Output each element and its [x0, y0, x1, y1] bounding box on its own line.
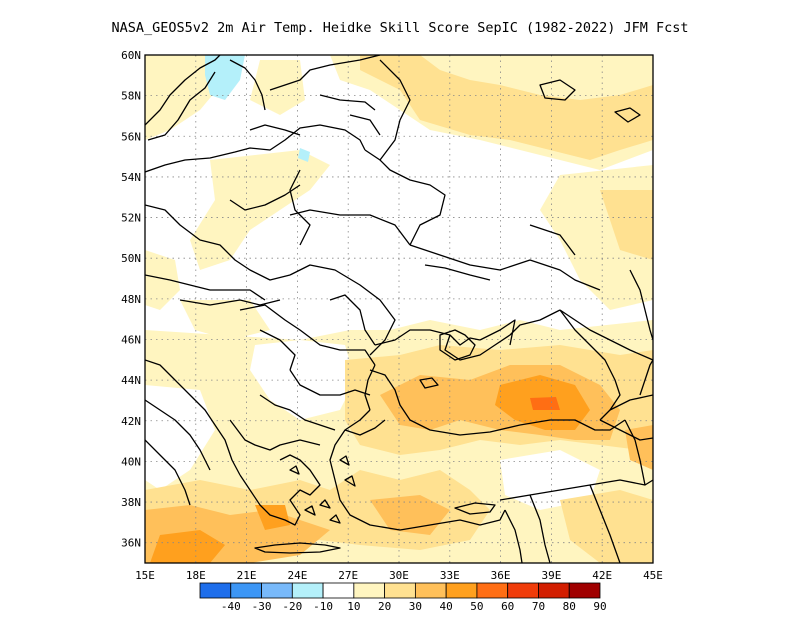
colorbar-label: 90: [593, 600, 606, 613]
colorbar-swatch: [291, 582, 324, 599]
colorbar-swatch: [230, 582, 262, 599]
colorbar-swatch: [476, 582, 509, 599]
lat-label: 40N: [121, 455, 141, 468]
shading-50-60: [530, 397, 560, 410]
colorbar-label: 70: [532, 600, 545, 613]
lat-label: 44N: [121, 374, 141, 387]
lat-label: 38N: [121, 496, 141, 509]
lat-label: 56N: [121, 130, 141, 143]
colorbar-swatch: [199, 582, 232, 599]
lat-label: 60N: [121, 49, 141, 62]
lon-label: 39E: [541, 569, 561, 582]
colorbar-label: -20: [282, 600, 302, 613]
lon-label: 15E: [135, 569, 155, 582]
lon-label: 24E: [287, 569, 307, 582]
colorbar-label: 50: [470, 600, 483, 613]
colorbar-label: -40: [221, 600, 241, 613]
colorbar-swatch: [353, 582, 386, 599]
lon-label: 36E: [491, 569, 511, 582]
colorbar-label: 30: [409, 600, 422, 613]
colorbar-label: -10: [313, 600, 333, 613]
lon-label: 27E: [338, 569, 358, 582]
lon-label: 42E: [592, 569, 612, 582]
lat-label: 42N: [121, 415, 141, 428]
colorbar-swatch: [384, 582, 416, 599]
lat-label: 36N: [121, 537, 141, 550]
colorbar-label: 10: [347, 600, 360, 613]
colorbar-swatch: [445, 582, 478, 599]
map-title: NASA_GEOS5v2 2m Air Temp. Heidke Skill S…: [111, 20, 689, 36]
colorbar-label: 40: [440, 600, 453, 613]
colorbar-swatch: [507, 582, 539, 599]
borders-coastlines: [145, 55, 653, 563]
colorbar-labels: -40 -30 -20 -10 10 20 30 40 50 60 70 80 90: [221, 600, 607, 613]
colorbar-swatch: [568, 582, 601, 599]
colorbar-swatch: [538, 582, 570, 599]
colorbar-label: 80: [563, 600, 576, 613]
lon-label: 33E: [440, 569, 460, 582]
colorbar-label: 60: [501, 600, 514, 613]
lon-label: 30E: [389, 569, 409, 582]
colorbar-swatch: [261, 582, 293, 599]
longitude-labels: 15E 18E 21E 24E 27E 30E 33E 36E 39E 42E 45E: [135, 569, 663, 582]
lon-label: 18E: [186, 569, 206, 582]
lat-label: 52N: [121, 212, 141, 225]
grid-lines: [145, 55, 653, 563]
lat-label: 46N: [121, 333, 141, 346]
shading-neg-10-20: [205, 55, 310, 162]
lat-label: 50N: [121, 252, 141, 265]
lat-label: 58N: [121, 90, 141, 103]
colorbar-swatch: [322, 582, 355, 599]
lat-label: 54N: [121, 171, 141, 184]
lat-label: 48N: [121, 293, 141, 306]
plot-frame: [144, 54, 654, 564]
colorbar-label: 20: [378, 600, 391, 613]
colorbar: [199, 582, 601, 599]
lon-label: 45E: [643, 569, 663, 582]
colorbar-label: -30: [252, 600, 272, 613]
latitude-labels: 60N 58N 56N 54N 52N 50N 48N 46N 44N 42N 40N 38N 36N: [121, 49, 141, 550]
lon-label: 21E: [237, 569, 257, 582]
colorbar-swatch: [414, 582, 447, 599]
